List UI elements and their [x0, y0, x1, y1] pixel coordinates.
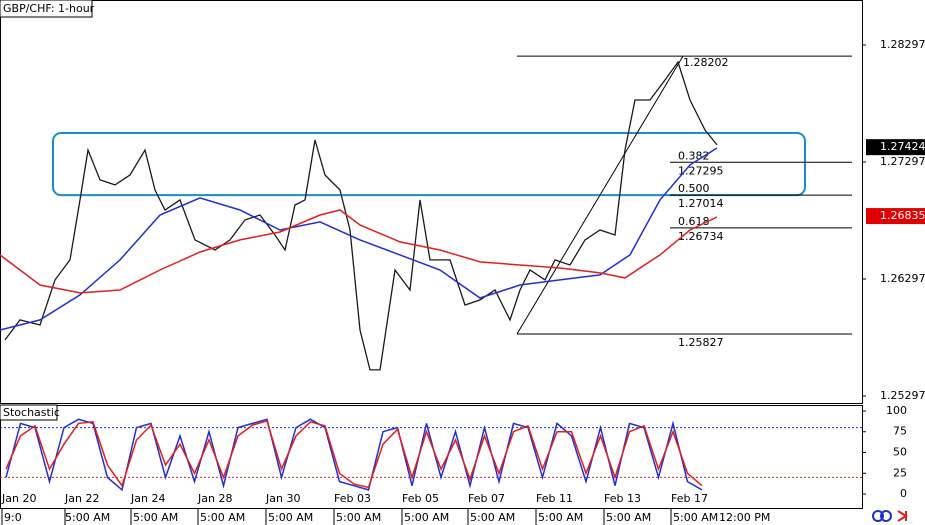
time-label: 12:00 PM	[719, 511, 770, 524]
indicator-title-box	[0, 404, 58, 421]
y-tick-label: 1.25297	[880, 389, 925, 402]
fib-ratio: 0.500	[678, 182, 710, 195]
date-label: Feb 03	[334, 492, 371, 505]
fib-price: 1.27295	[678, 164, 724, 177]
time-label: 5:00 AM	[200, 511, 245, 524]
y-tick-label: 25	[893, 466, 907, 479]
date-label: Jan 20	[1, 492, 36, 505]
date-label: Feb 17	[671, 492, 708, 505]
date-label: Feb 07	[468, 492, 505, 505]
time-label: 5:00 AM	[538, 511, 583, 524]
y-tick-label: 75	[893, 425, 907, 438]
time-label: 5:00 AM	[133, 511, 178, 524]
time-label: 5:00 AM	[673, 511, 718, 524]
date-label: Jan 24	[130, 492, 165, 505]
date-label: Feb 13	[604, 492, 641, 505]
price-marker	[866, 208, 925, 225]
toolbar-icons[interactable]	[872, 510, 908, 522]
date-label: Feb 11	[536, 492, 573, 505]
fib-price: 1.26734	[678, 230, 724, 243]
indicator-line	[0, 147, 718, 331]
indicator-title: Stochastic	[3, 406, 60, 419]
indicator-line	[5, 418, 703, 492]
y-tick-label: 1.27297	[880, 155, 925, 168]
scroll-icon[interactable]	[897, 510, 908, 522]
price-marker-label: 1.26835	[880, 209, 925, 222]
indicator-line	[0, 209, 718, 294]
indicator-line	[5, 419, 703, 489]
fib-price: 1.25827	[678, 336, 724, 349]
link-icon[interactable]	[872, 510, 884, 522]
time-label: 9:0	[4, 511, 22, 524]
y-tick-label: 1.26297	[880, 272, 925, 285]
price-zone	[52, 132, 806, 197]
stochastic-panel	[0, 405, 863, 509]
date-label: Jan 22	[64, 492, 99, 505]
link-icon[interactable]	[880, 510, 892, 522]
fib-ratio: 0.382	[678, 149, 710, 162]
fib-ratio: 0.618	[678, 215, 710, 228]
y-tick-label: 50	[893, 446, 907, 459]
y-tick-label: 0	[900, 487, 907, 500]
date-label: Jan 28	[197, 492, 232, 505]
price-marker	[866, 139, 925, 156]
time-label: 5:00 AM	[336, 511, 381, 524]
chart-title: GBP/CHF: 1-hour	[3, 2, 95, 15]
price-panel	[0, 0, 863, 404]
y-tick-label: 1.28297	[880, 38, 925, 51]
time-label: 5:00 AM	[65, 511, 110, 524]
fib-trend-line	[516, 55, 684, 335]
price-line	[4, 60, 718, 371]
date-label: Jan 30	[265, 492, 300, 505]
time-label: 5:00 AM	[470, 511, 515, 524]
time-label: 5:00 AM	[404, 511, 449, 524]
price-marker-label: 1.27424	[880, 140, 925, 153]
time-label: 5:00 AM	[606, 511, 651, 524]
y-tick-label: 100	[886, 404, 907, 417]
date-label: Feb 05	[402, 492, 439, 505]
title-box	[0, 0, 93, 18]
time-label: 5:00 AM	[268, 511, 313, 524]
fib-price: 1.28202	[683, 56, 729, 69]
fib-price: 1.27014	[678, 197, 724, 210]
